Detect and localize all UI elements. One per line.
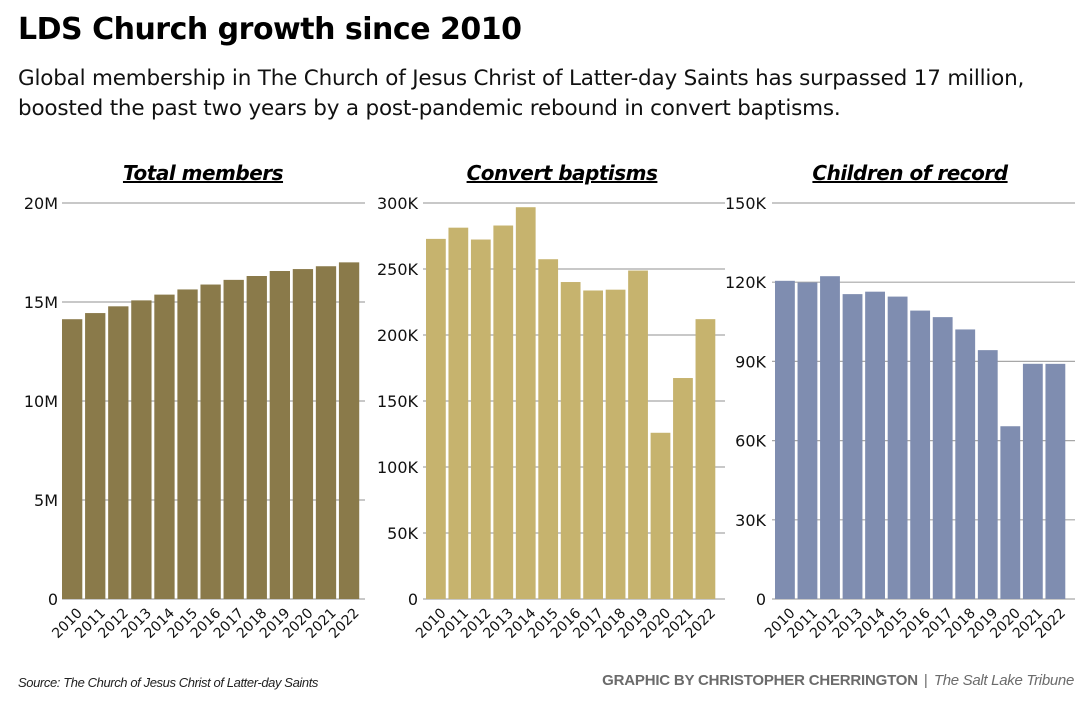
y-tick-label: 0 xyxy=(756,590,766,609)
source-note: Source: The Church of Jesus Christ of La… xyxy=(18,675,319,690)
y-tick-label: 50K xyxy=(387,524,418,543)
y-tick-label: 150K xyxy=(377,392,419,411)
chart-children-of-record: Children of record030K60K90K120K150K2010… xyxy=(725,161,1075,642)
bar-2012 xyxy=(470,239,491,599)
bar-2019 xyxy=(628,270,648,599)
graphic-credit: GRAPHIC BY CHRISTOPHER CHERRINGTON xyxy=(602,672,918,689)
bar-2020 xyxy=(650,432,671,599)
bar-2015 xyxy=(177,289,198,599)
bar-2016 xyxy=(200,284,221,599)
bar-2020 xyxy=(292,269,314,599)
credit-line: GRAPHIC BY CHRISTOPHER CHERRINGTON | The S… xyxy=(602,672,1074,689)
bar-2019 xyxy=(269,270,290,599)
y-tick-label: 15M xyxy=(24,293,58,312)
bar-2021 xyxy=(1022,363,1043,599)
y-tick-label: 0 xyxy=(48,590,58,609)
bar-2011 xyxy=(448,227,469,600)
bar-2018 xyxy=(605,289,626,599)
page-subtitle: Global membership in The Church of Jesus… xyxy=(18,66,1025,121)
bar-2010 xyxy=(426,238,446,600)
y-tick-label: 0 xyxy=(408,590,418,609)
y-tick-label: 200K xyxy=(377,326,419,345)
bar-2013 xyxy=(493,225,514,599)
chart-convert-baptisms: Convert baptisms 0 50K 100K 150K 200K 250K 300K… xyxy=(377,161,725,642)
bar-2022 xyxy=(1045,363,1066,599)
page-title: LDS Church growth since 2010 xyxy=(18,12,522,47)
y-tick-label: 90K xyxy=(735,352,766,371)
y-tick-label: 5M xyxy=(34,491,58,510)
bar-2012 xyxy=(820,276,840,599)
bar-2017 xyxy=(223,279,244,599)
bar-2010 xyxy=(62,319,83,599)
bar-2021 xyxy=(673,378,693,599)
bar-2018 xyxy=(955,329,976,599)
bar-2017 xyxy=(932,317,953,599)
bar-2016 xyxy=(910,310,931,599)
y-tick-label: 10M xyxy=(24,392,58,411)
bar-2014 xyxy=(154,294,175,599)
bar-2015 xyxy=(887,296,908,599)
y-tick-label: 250K xyxy=(377,260,419,279)
y-tick-label: 300K xyxy=(377,194,419,213)
bar-2018 xyxy=(246,276,267,599)
chart-total-members: Total members05M10M15M20M201020112012201… xyxy=(24,161,365,642)
bar-2013 xyxy=(842,294,863,599)
bar-2017 xyxy=(583,290,603,599)
bar-2014 xyxy=(515,207,536,600)
bar-2015 xyxy=(538,259,559,599)
bar-2012 xyxy=(108,306,129,599)
bar-2011 xyxy=(85,313,106,599)
bar-2022 xyxy=(695,319,716,599)
bar-2020 xyxy=(1000,426,1021,599)
bar-2016 xyxy=(560,282,581,599)
chart-title: Total members xyxy=(123,161,284,185)
chart-title: Children of record xyxy=(812,161,1008,185)
publication-name: The Salt Lake Tribune xyxy=(933,672,1074,689)
credit-separator: | xyxy=(923,672,928,689)
bar-2022 xyxy=(338,262,360,599)
y-tick-label: 60K xyxy=(735,432,766,451)
y-tick-label: 120K xyxy=(725,273,767,292)
bar-2019 xyxy=(977,350,998,599)
bar-2014 xyxy=(865,291,885,599)
bar-2021 xyxy=(315,266,337,599)
y-tick-label: 30K xyxy=(735,511,766,530)
chart-title: Convert baptisms xyxy=(467,161,658,185)
y-tick-label: 20M xyxy=(24,194,58,213)
y-tick-label: 100K xyxy=(377,458,419,477)
bar-2011 xyxy=(797,282,818,599)
y-tick-label: 150K xyxy=(725,194,767,213)
bar-2013 xyxy=(131,300,152,599)
bar-2010 xyxy=(775,280,795,599)
